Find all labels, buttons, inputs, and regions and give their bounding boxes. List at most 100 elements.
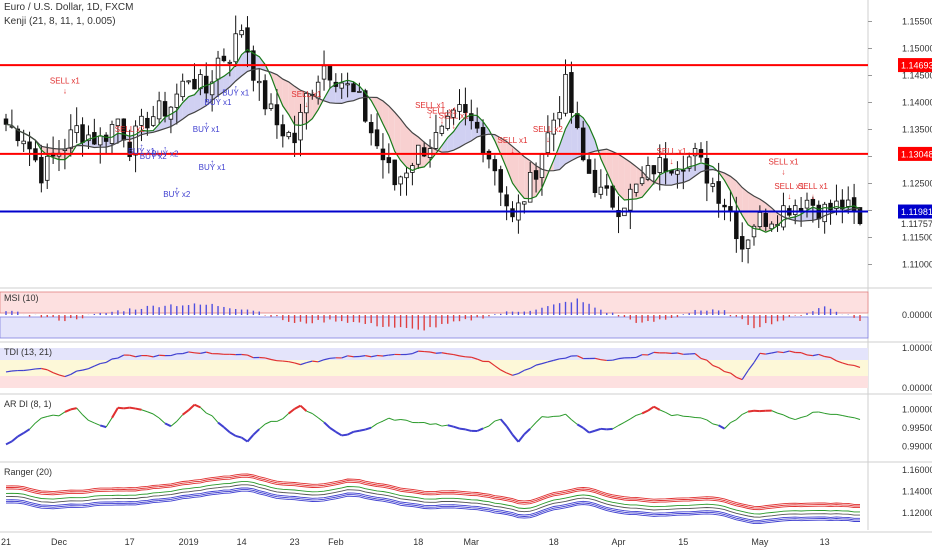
- candle-body: [233, 33, 238, 63]
- ardi-segment: [53, 414, 60, 417]
- ardi-segment: [11, 435, 19, 443]
- candle-body: [133, 125, 138, 156]
- tdi-segment: [618, 357, 625, 360]
- tdi-segment: [500, 369, 507, 374]
- sell-signal-label: SELL x1: [415, 101, 445, 110]
- candle-body: [145, 117, 150, 129]
- ardi-segment: [747, 409, 755, 413]
- candle-body: [374, 129, 380, 147]
- cloud-segment: [400, 119, 407, 168]
- candle-body: [575, 113, 580, 129]
- cloud-segment: [288, 81, 295, 125]
- candle-body: [451, 109, 456, 118]
- indicator-title: Kenji (21, 8, 11, 1, 0.005): [4, 16, 116, 27]
- ardi-segment: [535, 416, 543, 423]
- buy-signal-arrow: ↑: [210, 158, 214, 167]
- ardi-segment: [158, 417, 166, 424]
- ardi-segment: [476, 427, 484, 432]
- price-tick-label: 1.15000: [902, 44, 932, 54]
- buy-signal-label: BUY x1: [199, 163, 227, 172]
- cloud-segment: [218, 76, 224, 96]
- cloud-segment: [235, 54, 242, 81]
- time-axis-label: 21: [1, 537, 11, 547]
- ardi-segment: [459, 427, 466, 431]
- ardi-segment: [47, 414, 54, 417]
- tdi-segment: [170, 353, 177, 357]
- tdi-segment: [94, 362, 101, 367]
- ardi-segment: [523, 427, 531, 435]
- candle-body: [804, 199, 810, 209]
- sell-signal-arrow: ↓: [781, 168, 785, 177]
- tdi-lower-zone: [0, 376, 868, 388]
- ranger-band-line: [5, 476, 860, 511]
- ardi-segment: [541, 416, 548, 418]
- tdi-segment: [388, 353, 395, 356]
- tdi-segment: [317, 359, 325, 363]
- ardi-segment: [806, 411, 814, 417]
- tdi-segment: [129, 354, 136, 358]
- ardi-segment: [441, 424, 448, 427]
- ardi-segment: [200, 407, 207, 414]
- ardi-segment: [194, 403, 201, 409]
- candle-body: [586, 159, 592, 174]
- candle-body: [392, 159, 397, 186]
- cloud-segment: [276, 74, 283, 106]
- ardi-segment: [505, 425, 514, 436]
- ardi-segment: [824, 412, 831, 415]
- ardi-segment: [400, 419, 407, 421]
- resistance-upper-label: 1.14693: [901, 61, 932, 71]
- sell-signal-arrow: ↓: [546, 135, 550, 144]
- candle-body: [675, 170, 680, 175]
- buy-signal-arrow: ↑: [216, 93, 220, 102]
- tdi-segment: [741, 370, 749, 380]
- price-tick-label: 1.14500: [902, 71, 932, 81]
- ardi-segment: [582, 427, 590, 434]
- cloud-segment: [282, 79, 289, 115]
- tdi-segment: [488, 361, 496, 367]
- ardi-segment: [677, 414, 684, 417]
- sell-signal-label: SELL x1: [291, 90, 321, 99]
- ardi-segment: [488, 420, 496, 427]
- tdi-segment: [512, 372, 519, 376]
- ardi-segment: [317, 417, 325, 423]
- candle-body: [274, 104, 280, 126]
- tdi-segment: [46, 369, 54, 374]
- tdi-segment: [200, 351, 207, 354]
- cloud-segment: [329, 83, 336, 104]
- ardi-segment: [341, 433, 348, 437]
- cloud-segment: [159, 117, 166, 131]
- ardi-segment: [111, 407, 119, 419]
- ardi-segment: [559, 413, 566, 417]
- cloud-segment: [748, 192, 754, 229]
- candle-body: [663, 158, 668, 173]
- candle-body: [151, 116, 156, 126]
- candle-body: [245, 27, 250, 53]
- ardi-title: AR DI (8, 1): [4, 399, 52, 409]
- ardi-segment: [494, 418, 501, 422]
- ardi-segment: [730, 419, 737, 424]
- cloud-segment: [724, 173, 731, 191]
- candle-body: [686, 156, 692, 169]
- last-price-label: 1.11757: [901, 219, 932, 229]
- buy-signal-arrow: ↑: [139, 142, 143, 151]
- ardi-segment: [311, 413, 319, 419]
- tdi-segment: [800, 352, 808, 356]
- ardi-segment: [223, 426, 231, 434]
- ardi-segment: [17, 432, 25, 438]
- candle-body: [492, 159, 498, 172]
- ardi-segment: [364, 426, 372, 431]
- ardi-segment: [129, 406, 136, 410]
- tdi-tick-label: 0.00000: [902, 383, 932, 393]
- tdi-segment: [812, 353, 819, 357]
- ardi-segment: [435, 423, 443, 427]
- candle-body: [304, 92, 309, 114]
- cloud-segment: [459, 117, 466, 148]
- sell-signal-label: SELL x1: [657, 147, 687, 156]
- tdi-segment: [412, 350, 419, 355]
- ardi-segment: [382, 417, 390, 422]
- tdi-segment: [23, 369, 30, 372]
- ardi-segment: [347, 430, 354, 436]
- tdi-segment: [677, 352, 684, 355]
- ardi-segment: [482, 425, 490, 429]
- ardi-segment: [777, 412, 784, 416]
